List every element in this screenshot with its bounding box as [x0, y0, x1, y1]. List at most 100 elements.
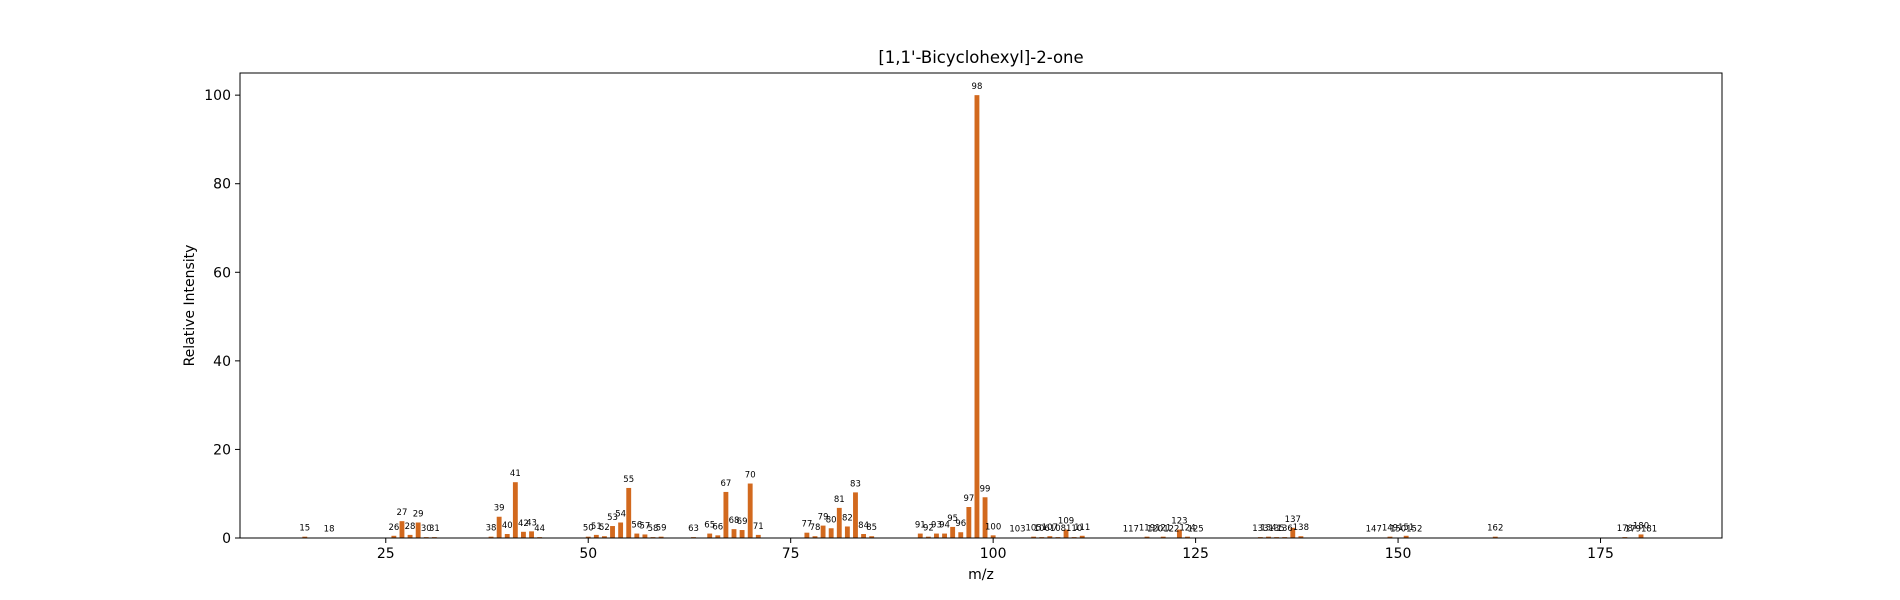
peak-label-44: 44: [534, 524, 545, 534]
peak-bar-149: [1387, 536, 1393, 538]
peak-bar-52: [601, 536, 607, 538]
peak-label-124: 124: [1179, 524, 1195, 534]
peak-bar-137: [1290, 527, 1296, 538]
peak-bar-85: [869, 536, 875, 538]
peak-label-108: 108: [1050, 524, 1066, 534]
peak-bar-51: [593, 534, 599, 538]
peak-label-58: 58: [648, 524, 659, 534]
peak-label-52: 52: [599, 523, 610, 533]
peak-bar-79: [820, 525, 826, 538]
peak-bar-162: [1492, 536, 1498, 538]
peak-bar-82: [844, 526, 850, 538]
peak-label-41: 41: [510, 469, 521, 479]
peak-bar-105: [1031, 536, 1037, 538]
peak-bar-119: [1144, 536, 1150, 538]
peak-bar-29: [415, 522, 421, 538]
peak-label-122: 122: [1163, 525, 1179, 535]
peak-label-178: 178: [1617, 524, 1633, 534]
peak-label-135: 135: [1268, 524, 1284, 534]
x-axis-title: m/z: [968, 567, 994, 583]
peak-bar-67: [723, 491, 729, 538]
peak-bar-151: [1403, 535, 1409, 538]
peak-label-93: 93: [931, 521, 942, 531]
peak-label-56: 56: [631, 521, 642, 531]
peak-label-26: 26: [388, 523, 399, 533]
y-tick-label-20: 20: [213, 442, 231, 458]
peak-label-100: 100: [985, 522, 1001, 532]
peak-bar-50: [585, 536, 591, 538]
peak-label-67: 67: [720, 479, 731, 489]
peak-label-179: 179: [1625, 525, 1641, 535]
x-tick-label-100: 100: [980, 546, 1007, 562]
peak-bar-43: [529, 531, 534, 538]
peak-bar-27: [399, 521, 405, 538]
peak-label-109: 109: [1058, 517, 1074, 527]
peak-label-134: 134: [1260, 524, 1276, 534]
peak-label-28: 28: [405, 522, 416, 532]
peak-label-54: 54: [615, 510, 626, 520]
peak-bar-97: [966, 507, 972, 538]
peak-label-70: 70: [745, 471, 756, 481]
y-axis-title: Relative Intensity: [182, 245, 198, 367]
peak-bar-59: [658, 536, 664, 538]
peak-label-65: 65: [704, 521, 715, 531]
peak-bar-66: [715, 535, 721, 538]
y-tick-label-0: 0: [222, 531, 231, 547]
x-tick-label-75: 75: [782, 546, 800, 562]
peak-bar-28: [407, 534, 413, 538]
peak-bar-111: [1079, 535, 1085, 538]
peak-label-138: 138: [1293, 523, 1309, 533]
peak-bar-78: [812, 536, 818, 538]
peak-label-133: 133: [1252, 524, 1268, 534]
peak-label-68: 68: [729, 516, 740, 526]
peak-label-79: 79: [818, 513, 829, 523]
peak-label-120: 120: [1147, 525, 1163, 535]
peak-label-55: 55: [623, 475, 634, 485]
peak-label-38: 38: [486, 524, 497, 534]
peak-label-149: 149: [1382, 524, 1398, 534]
peak-bar-134: [1266, 536, 1271, 538]
peak-label-92: 92: [923, 524, 934, 534]
peak-bar-83: [853, 492, 858, 538]
peak-label-125: 125: [1187, 525, 1203, 535]
peak-bar-121: [1160, 536, 1166, 538]
peak-bar-77: [804, 532, 810, 538]
peak-bar-55: [626, 487, 632, 538]
peak-label-83: 83: [850, 479, 861, 489]
peak-label-94: 94: [939, 521, 950, 531]
axes-layer: 25 50 75 100 125 150 175 0 20 40 60 80 100: [204, 88, 1614, 562]
peak-bar-99: [982, 497, 988, 538]
peak-bar-26: [391, 535, 397, 538]
peak-label-84: 84: [858, 521, 869, 531]
peak-label-30: 30: [421, 524, 432, 534]
peak-bar-68: [731, 529, 737, 538]
peak-label-99: 99: [980, 484, 991, 494]
peak-label-18: 18: [324, 525, 335, 535]
peak-label-59: 59: [656, 524, 667, 534]
peak-label-121: 121: [1155, 524, 1171, 534]
peak-label-57: 57: [640, 521, 651, 531]
x-tick-label-25: 25: [377, 546, 395, 562]
peak-label-150: 150: [1390, 525, 1406, 535]
peak-label-66: 66: [712, 522, 723, 532]
peak-label-80: 80: [826, 515, 837, 525]
peak-bar-15: [302, 536, 308, 538]
peak-label-85: 85: [866, 523, 877, 533]
peak-label-31: 31: [429, 524, 440, 534]
peak-bar-180: [1638, 534, 1644, 538]
peak-label-98: 98: [972, 82, 983, 92]
peak-bar-57: [642, 534, 648, 538]
peak-bar-42: [521, 531, 526, 538]
peak-bar-138: [1298, 536, 1304, 538]
peak-bar-109: [1063, 529, 1069, 538]
peak-bar-123: [1176, 529, 1182, 538]
peak-bar-94: [942, 533, 947, 538]
peak-label-27: 27: [397, 508, 408, 518]
peak-label-181: 181: [1641, 525, 1657, 535]
x-tick-label-125: 125: [1182, 546, 1209, 562]
peak-label-51: 51: [591, 522, 602, 532]
plot-frame: [239, 72, 1723, 539]
peak-bar-100: [990, 535, 996, 538]
peak-bar-71: [755, 534, 761, 538]
